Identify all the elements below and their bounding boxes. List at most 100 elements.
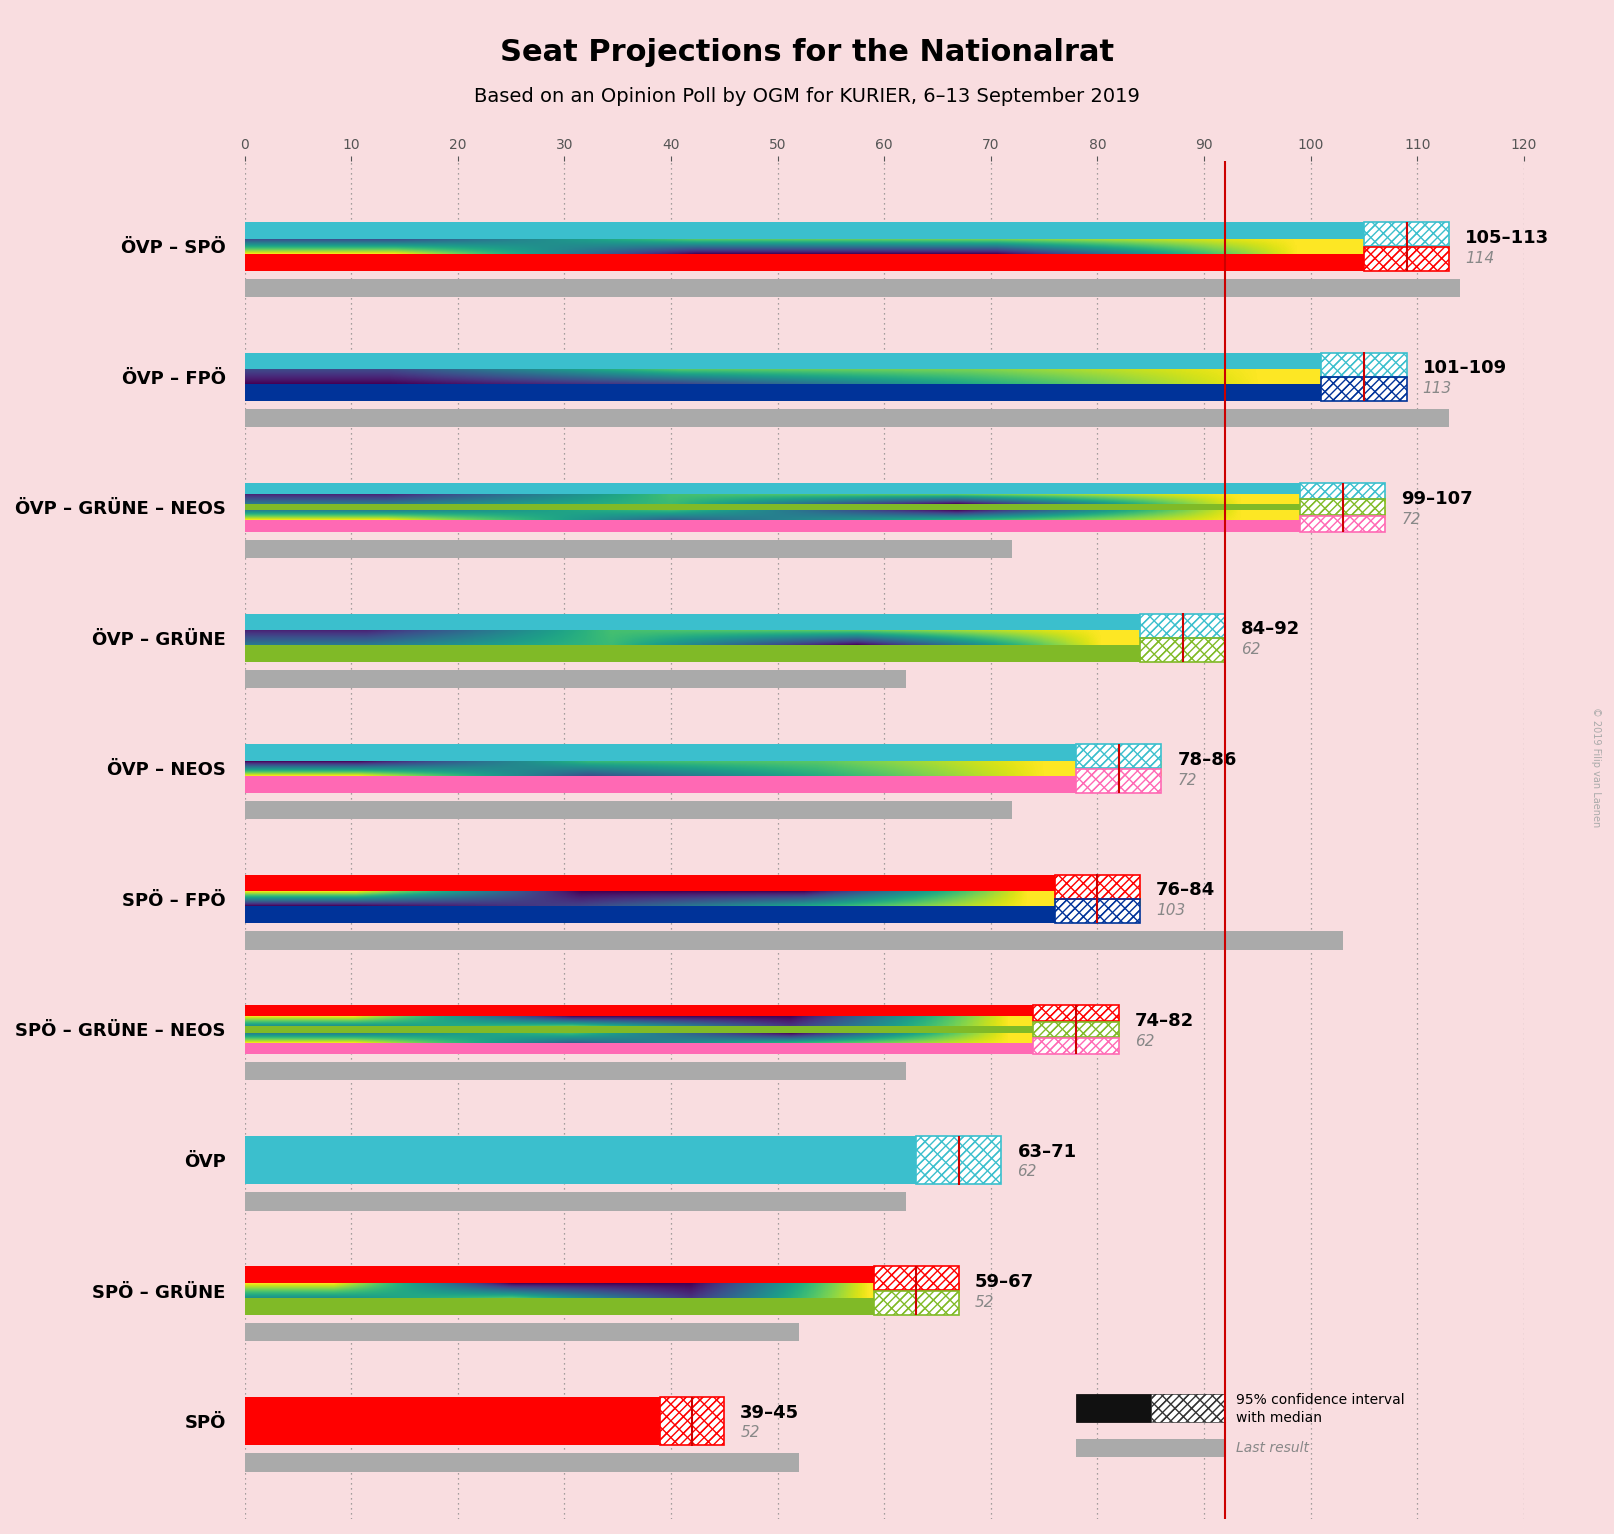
Bar <box>1139 638 1225 663</box>
Bar <box>245 801 1012 819</box>
Text: 74–82: 74–82 <box>1135 1012 1194 1029</box>
Bar <box>245 1290 959 1315</box>
Text: 72: 72 <box>1177 773 1198 787</box>
Bar <box>245 1022 1119 1037</box>
Bar <box>245 1039 1119 1054</box>
Bar <box>873 1290 959 1315</box>
Bar <box>1322 353 1406 376</box>
Text: 84–92: 84–92 <box>1241 620 1301 638</box>
Bar <box>1033 1005 1119 1022</box>
Bar <box>245 1397 725 1445</box>
Bar <box>245 1322 799 1341</box>
Bar <box>245 500 1385 515</box>
Bar <box>1299 483 1385 499</box>
Bar <box>1139 638 1225 663</box>
Bar <box>1299 515 1385 532</box>
Bar <box>245 1267 959 1290</box>
Bar <box>245 1137 1001 1184</box>
Text: 52: 52 <box>975 1295 994 1310</box>
Bar <box>873 1267 959 1290</box>
Bar <box>1364 222 1449 245</box>
Bar <box>1056 874 1139 899</box>
Bar <box>1056 874 1139 899</box>
Bar <box>660 1397 725 1445</box>
Bar <box>1299 500 1385 515</box>
Text: Seat Projections for the Nationalrat: Seat Projections for the Nationalrat <box>500 38 1114 67</box>
Bar <box>245 515 1385 532</box>
Bar <box>1299 515 1385 532</box>
Bar <box>245 1192 905 1210</box>
Bar <box>1364 247 1449 270</box>
Text: 72: 72 <box>1401 512 1420 526</box>
Bar <box>1322 377 1406 400</box>
Bar <box>245 353 1406 376</box>
Bar <box>917 1137 1001 1184</box>
Bar <box>1033 1022 1119 1037</box>
Bar <box>245 670 905 689</box>
Text: 78–86: 78–86 <box>1177 752 1236 769</box>
Bar <box>917 1137 1001 1184</box>
Text: 63–71: 63–71 <box>1017 1143 1077 1161</box>
Bar <box>1151 1394 1225 1422</box>
Bar <box>1139 614 1225 638</box>
Bar <box>245 279 1459 298</box>
Bar <box>1033 1039 1119 1054</box>
Text: 101–109: 101–109 <box>1422 359 1506 377</box>
Text: 114: 114 <box>1466 250 1495 265</box>
Text: 52: 52 <box>741 1425 760 1440</box>
Bar <box>1364 247 1449 270</box>
Bar <box>1033 1005 1119 1022</box>
Bar <box>245 769 1162 793</box>
Bar <box>1056 874 1139 899</box>
Text: 59–67: 59–67 <box>975 1273 1035 1292</box>
Bar <box>1299 515 1385 532</box>
Text: 62: 62 <box>1241 643 1261 657</box>
Bar <box>1056 899 1139 923</box>
Bar <box>873 1267 959 1290</box>
Bar <box>1139 614 1225 638</box>
Text: 103: 103 <box>1156 904 1185 919</box>
Text: 62: 62 <box>1017 1164 1036 1180</box>
Bar <box>917 1137 1001 1184</box>
Bar <box>1033 1039 1119 1054</box>
Text: 39–45: 39–45 <box>741 1404 799 1422</box>
Bar <box>873 1290 959 1315</box>
Bar <box>1077 769 1162 793</box>
Bar <box>1299 483 1385 499</box>
Text: with median: with median <box>1236 1411 1322 1425</box>
Bar <box>1077 744 1162 769</box>
Bar <box>1322 353 1406 376</box>
Bar <box>1077 744 1162 769</box>
Bar <box>1364 222 1449 245</box>
Bar <box>245 638 1225 663</box>
Bar <box>245 744 1162 769</box>
Text: Last result: Last result <box>1236 1440 1309 1454</box>
Bar <box>873 1290 959 1315</box>
Bar <box>1056 899 1139 923</box>
Bar <box>1299 500 1385 515</box>
Bar <box>245 247 1449 270</box>
Bar <box>1077 1394 1151 1422</box>
Text: 62: 62 <box>1135 1034 1154 1049</box>
Bar <box>1033 1039 1119 1054</box>
Text: © 2019 Filip van Laenen: © 2019 Filip van Laenen <box>1591 707 1601 827</box>
Bar <box>245 1062 905 1080</box>
Bar <box>245 540 1012 558</box>
Bar <box>1139 614 1225 638</box>
Bar <box>1364 247 1449 270</box>
Text: 95% confidence interval: 95% confidence interval <box>1236 1393 1404 1407</box>
Text: 76–84: 76–84 <box>1156 882 1215 899</box>
Bar <box>245 874 1139 899</box>
Bar <box>660 1397 725 1445</box>
Text: Based on an Opinion Poll by OGM for KURIER, 6–13 September 2019: Based on an Opinion Poll by OGM for KURI… <box>475 87 1139 106</box>
Bar <box>1077 744 1162 769</box>
Bar <box>873 1267 959 1290</box>
Bar <box>1322 353 1406 376</box>
Text: 99–107: 99–107 <box>1401 489 1474 508</box>
Bar <box>1033 1022 1119 1037</box>
Bar <box>1151 1394 1225 1422</box>
Bar <box>245 410 1449 428</box>
Bar <box>1299 500 1385 515</box>
Bar <box>1077 1439 1225 1457</box>
Bar <box>245 899 1139 923</box>
